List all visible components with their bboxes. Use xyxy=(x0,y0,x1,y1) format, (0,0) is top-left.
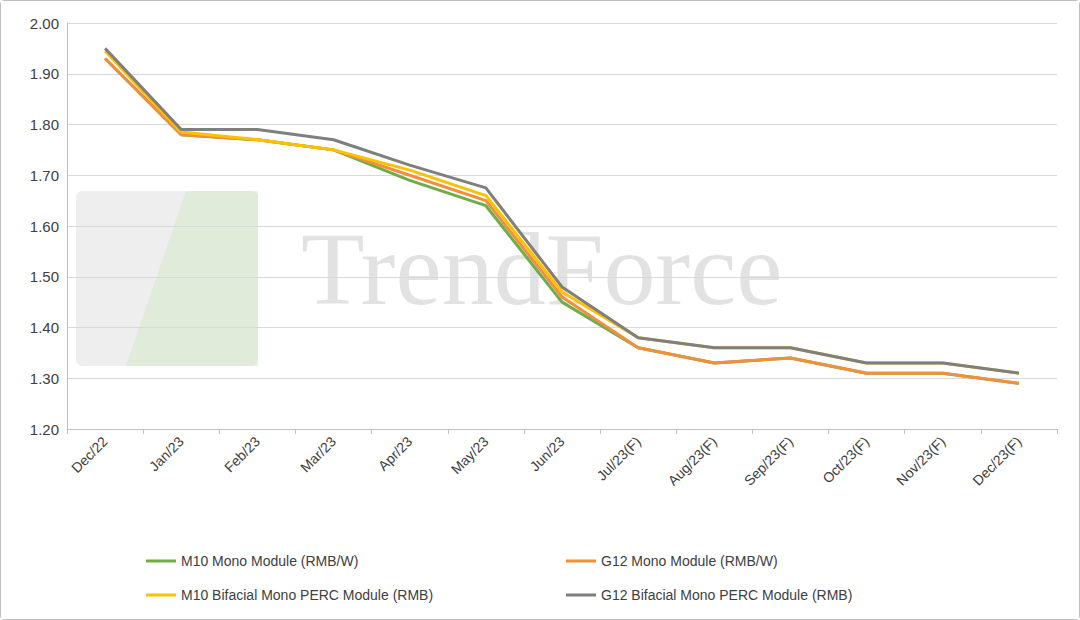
svg-text:1.40: 1.40 xyxy=(30,319,59,336)
svg-text:Oct/23(F): Oct/23(F) xyxy=(819,433,872,486)
svg-text:May/23: May/23 xyxy=(448,433,492,477)
svg-text:2.00: 2.00 xyxy=(30,15,59,32)
svg-text:Jul/23(F): Jul/23(F) xyxy=(593,433,643,483)
svg-text:Apr/23: Apr/23 xyxy=(375,433,416,474)
svg-text:1.20: 1.20 xyxy=(30,421,59,438)
svg-text:Aug/23(F): Aug/23(F) xyxy=(665,433,720,488)
svg-text:1.90: 1.90 xyxy=(30,65,59,82)
svg-text:G12 Mono Module (RMB/W): G12 Mono Module (RMB/W) xyxy=(601,553,778,569)
svg-text:Jan/23: Jan/23 xyxy=(146,433,187,474)
svg-text:Feb/23: Feb/23 xyxy=(221,433,263,475)
svg-text:Dec/22: Dec/22 xyxy=(68,433,111,476)
svg-text:Jun/23: Jun/23 xyxy=(527,433,568,474)
svg-text:M10 Mono Module (RMB/W): M10 Mono Module (RMB/W) xyxy=(181,553,358,569)
svg-text:1.60: 1.60 xyxy=(30,218,59,235)
svg-text:1.30: 1.30 xyxy=(30,370,59,387)
svg-text:1.70: 1.70 xyxy=(30,167,59,184)
svg-text:Nov/23(F): Nov/23(F) xyxy=(893,433,948,488)
svg-text:1.80: 1.80 xyxy=(30,116,59,133)
svg-text:M10 Bifacial Mono PERC Module: M10 Bifacial Mono PERC Module (RMB) xyxy=(181,587,433,603)
svg-text:1.50: 1.50 xyxy=(30,268,59,285)
svg-text:TrendForce: TrendForce xyxy=(301,210,783,326)
svg-text:Sep/23(F): Sep/23(F) xyxy=(741,433,796,488)
svg-text:Dec/23(F): Dec/23(F) xyxy=(969,433,1024,488)
svg-text:G12 Bifacial Mono PERC Module: G12 Bifacial Mono PERC Module (RMB) xyxy=(601,587,852,603)
svg-text:Mar/23: Mar/23 xyxy=(297,433,339,475)
